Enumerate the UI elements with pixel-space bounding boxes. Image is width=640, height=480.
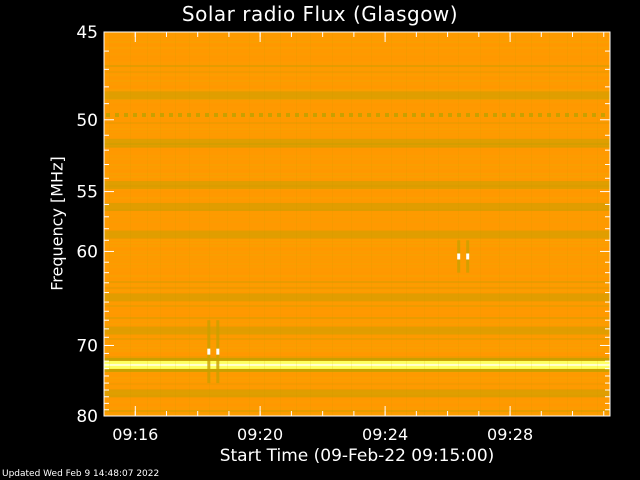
x-tick-label-0: 09:16 (112, 425, 158, 444)
band-6 (104, 293, 610, 302)
x-axis-title: Start Time (09-Feb-22 09:15:00) (219, 446, 495, 466)
y-tick-label-50: 50 (76, 111, 98, 131)
y-tick-label-70: 70 (76, 336, 98, 356)
y-tick-label-80: 80 (76, 407, 98, 427)
y-tick-label-55: 55 (76, 183, 98, 203)
x-tick-label-1: 09:20 (237, 425, 283, 444)
band-5 (104, 230, 610, 239)
band-1 (106, 113, 605, 118)
band-7 (104, 326, 610, 335)
band-2 (104, 138, 610, 147)
band-9 (104, 389, 610, 398)
band-4 (104, 202, 610, 211)
plot-frame (103, 31, 611, 417)
chart-title: Solar radio Flux (Glasgow) (181, 2, 459, 26)
y-axis-title: Frequency [MHz] (47, 156, 67, 291)
burst-1 (457, 240, 470, 273)
band-3 (104, 180, 610, 189)
x-tick-label-2: 09:24 (362, 425, 408, 444)
time-streaks (109, 32, 598, 416)
x-tick-label-3: 09:28 (487, 425, 533, 444)
y-tick-label-60: 60 (76, 242, 98, 262)
band-0 (104, 91, 610, 100)
update-timestamp: Updated Wed Feb 9 14:48:07 2022 (2, 469, 160, 479)
burst-0 (207, 320, 220, 384)
y-tick-label-45: 45 (76, 23, 98, 43)
band-8-core (104, 363, 610, 366)
